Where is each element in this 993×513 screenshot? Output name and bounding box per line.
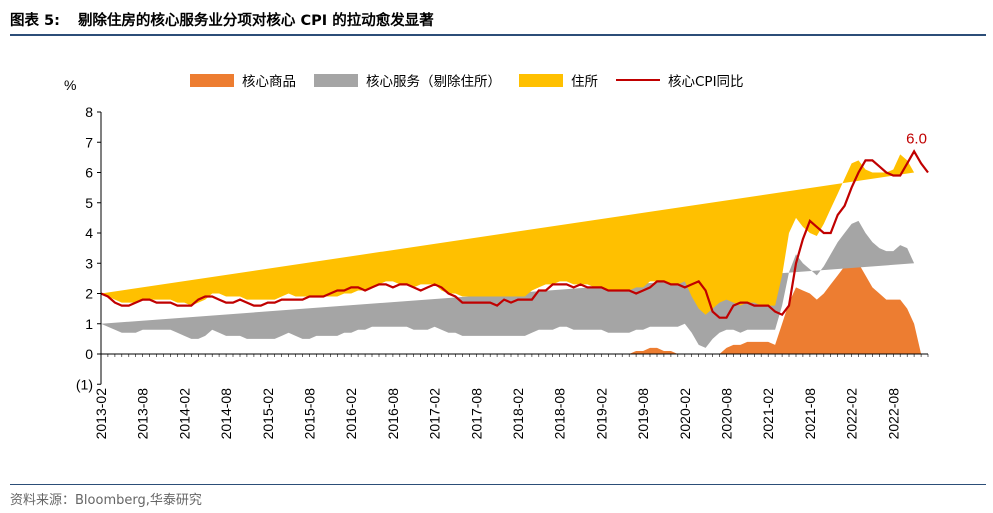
legend-item-goods: 核心商品 — [190, 70, 296, 90]
legend-swatch-cpi — [616, 79, 660, 81]
bottom-rule — [10, 484, 986, 485]
y-tick-label: 7 — [85, 134, 93, 150]
y-axis-unit: % — [64, 77, 76, 93]
y-tick-label: 0 — [85, 346, 93, 362]
legend-swatch-goods — [190, 73, 234, 87]
legend-label-shelter: 住所 — [571, 74, 598, 90]
x-axis: 2013-02 2013-08 2014-02 2014-08 2015-02 2015-… — [93, 353, 929, 440]
chart-legend: 核心商品 核心服务（剔除住所） 住所 核心CPI同比 — [190, 70, 762, 90]
legend-swatch-shelter — [519, 73, 563, 87]
legend-item-services: 核心服务（剔除住所） — [314, 70, 501, 90]
x-tick-label: 2015-02 — [260, 388, 276, 440]
x-tick-label: 2014-02 — [176, 388, 192, 440]
x-tick-label: 2019-02 — [593, 388, 609, 440]
cpi-line — [100, 149, 929, 319]
figure-title-bar: 图表 5: 剔除住房的核心服务业分项对核心 CPI 的拉动愈发显著 — [10, 4, 986, 36]
y-tick-label: 8 — [85, 104, 93, 120]
legend-label-goods: 核心商品 — [242, 74, 296, 90]
chart-annotation: 6.0 — [906, 130, 927, 147]
x-tick-label: 2017-02 — [427, 388, 443, 440]
y-tick-label: 2 — [85, 286, 93, 302]
y-tick-label: 6 — [85, 165, 93, 181]
legend-swatch-services — [314, 73, 358, 87]
y-tick-label: 5 — [85, 195, 93, 211]
x-tick-label: 2017-08 — [468, 388, 484, 440]
x-tick-label: 2015-08 — [302, 388, 318, 440]
x-tick-label: 2020-02 — [677, 388, 693, 440]
legend-label-services: 核心服务（剔除住所） — [366, 74, 501, 90]
y-tick-label: 4 — [85, 225, 93, 241]
cpi-line-group — [100, 149, 929, 319]
area-shelter — [101, 154, 915, 315]
x-tick-label: 2019-08 — [635, 388, 651, 440]
y-axis: (1) 0 1 2 3 4 5 6 7 8 — [76, 104, 102, 392]
x-tick-label: 2021-02 — [760, 388, 776, 440]
x-tick-label: 2022-02 — [844, 388, 860, 440]
legend-item-shelter: 住所 — [519, 70, 598, 90]
source-note: 资料来源：Bloomberg,华泰研究 — [10, 493, 202, 508]
x-tick-label: 2016-08 — [385, 388, 401, 440]
x-tick-label: 2021-08 — [802, 388, 818, 440]
y-tick-label: 1 — [85, 316, 93, 332]
x-tick-label: 2013-02 — [93, 388, 109, 440]
figure-label: 图表 5: — [10, 12, 60, 29]
x-tick-label: 2018-08 — [552, 388, 568, 440]
legend-label-cpi: 核心CPI同比 — [668, 74, 744, 90]
area-services — [101, 220, 915, 348]
x-tick-label: 2022-08 — [885, 388, 901, 440]
x-tick-label: 2014-08 — [218, 388, 234, 440]
legend-item-cpi: 核心CPI同比 — [616, 70, 744, 90]
y-tick-label: (1) — [76, 376, 93, 392]
figure-title: 剔除住房的核心服务业分项对核心 CPI 的拉动愈发显著 — [77, 12, 434, 29]
y-tick-label: 3 — [85, 255, 93, 271]
area-goods — [101, 260, 928, 354]
x-tick-label: 2018-02 — [510, 388, 526, 440]
x-tick-label: 2020-08 — [719, 388, 735, 440]
x-tick-label: 2013-08 — [135, 388, 151, 440]
x-tick-label: 2016-02 — [343, 388, 359, 440]
chart-areas — [101, 154, 928, 354]
